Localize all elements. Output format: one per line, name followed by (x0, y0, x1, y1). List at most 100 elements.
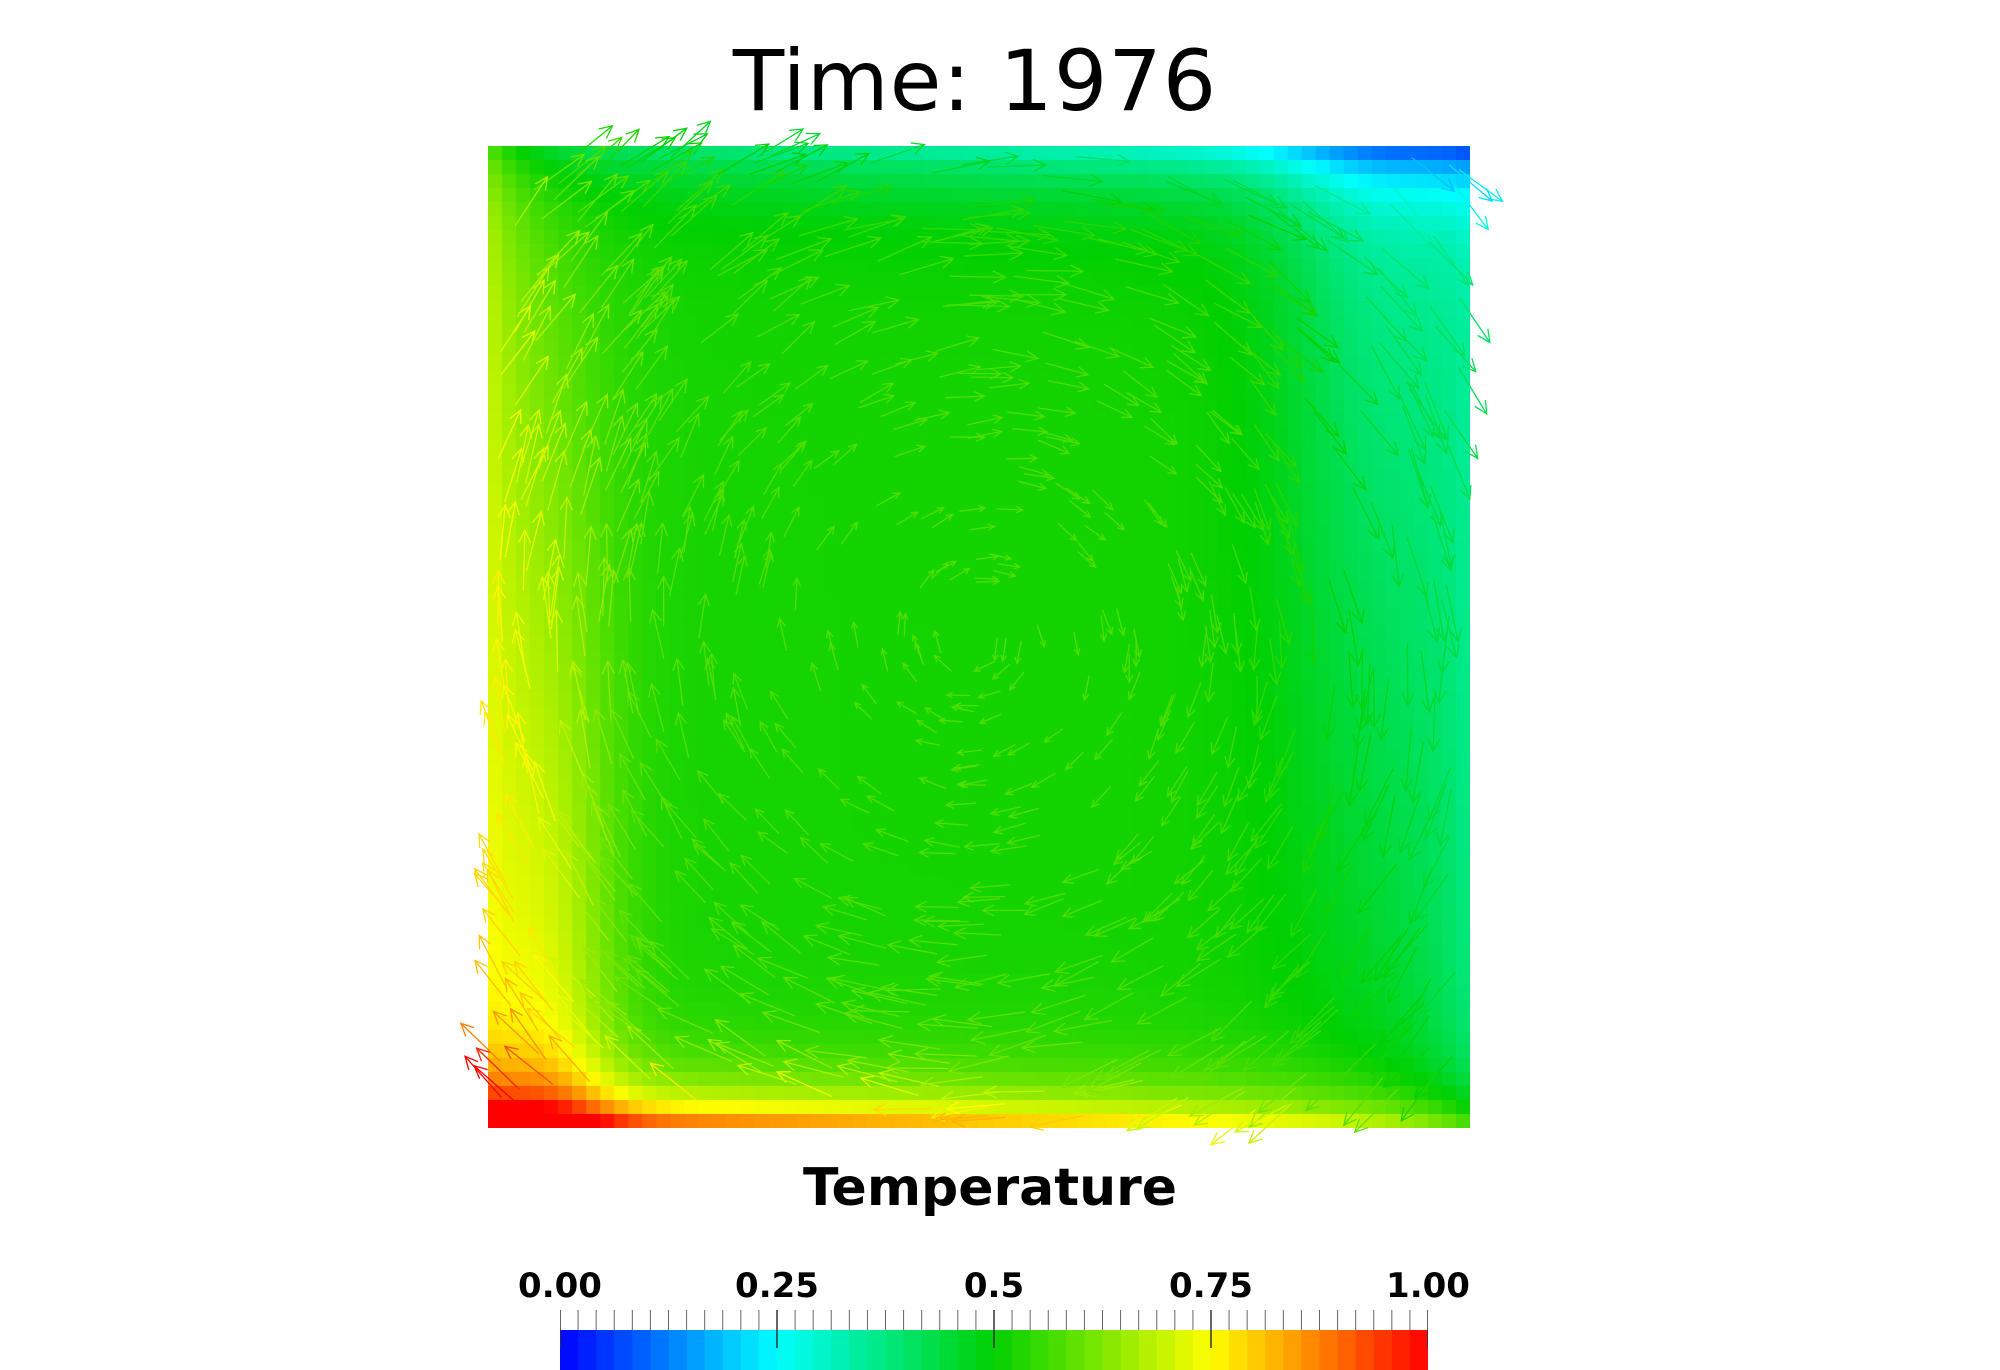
field-cell (852, 454, 868, 470)
field-cell (1217, 833, 1233, 849)
field-cell (628, 651, 643, 666)
field-cell (1021, 244, 1036, 259)
field-cell (1119, 384, 1134, 400)
field-cell (993, 1029, 1008, 1045)
field-cell (1343, 314, 1359, 329)
field-cell (502, 594, 517, 610)
field-cell (1357, 426, 1373, 442)
field-cell (1385, 244, 1401, 259)
field-cell (1413, 300, 1429, 315)
field-cell (796, 665, 812, 680)
field-cell (1357, 160, 1373, 175)
field-cell (1301, 440, 1317, 456)
field-cell (1385, 286, 1401, 301)
field-cell (1385, 356, 1401, 372)
field-cell (1455, 637, 1470, 652)
field-cell (1091, 707, 1106, 722)
field-cell (1091, 973, 1106, 989)
field-cell (993, 510, 1008, 526)
field-cell (656, 328, 671, 343)
field-cell (964, 482, 980, 498)
field-cell (1259, 973, 1275, 989)
field-cell (866, 202, 882, 217)
field-cell (1035, 524, 1050, 540)
field-cell (950, 847, 966, 863)
field-cell (880, 917, 896, 933)
field-cell (1273, 833, 1289, 849)
field-cell (1021, 356, 1036, 372)
field-cell (979, 160, 994, 175)
field-cell (1077, 707, 1092, 722)
field-cell (1287, 777, 1303, 792)
field-cell (1007, 426, 1022, 442)
field-cell (712, 679, 728, 694)
field-cell (1063, 945, 1078, 961)
field-cell (979, 202, 994, 217)
field-cell (1231, 777, 1247, 792)
field-cell (1161, 384, 1176, 400)
field-cell (1385, 384, 1401, 400)
field-cell (600, 370, 615, 386)
field-cell (1385, 300, 1401, 315)
field-cell (670, 931, 685, 947)
field-cell (1007, 440, 1022, 456)
field-cell (516, 328, 531, 343)
field-cell (1049, 945, 1064, 961)
field-cell (1441, 482, 1457, 498)
field-cell (586, 300, 601, 315)
field-cell (768, 370, 784, 386)
field-cell (1147, 889, 1162, 905)
field-cell (782, 398, 798, 414)
field-cell (824, 973, 840, 989)
field-cell (1035, 370, 1050, 386)
field-cell (1217, 693, 1233, 708)
field-cell (1315, 398, 1331, 414)
field-cell (1049, 496, 1064, 512)
field-cell (908, 398, 924, 414)
field-cell (726, 1015, 742, 1031)
field-cell (642, 861, 657, 877)
field-cell (1035, 931, 1050, 947)
field-cell (1147, 314, 1162, 329)
field-cell (1399, 412, 1415, 428)
field-cell (740, 861, 756, 877)
field-cell (1385, 637, 1401, 652)
field-cell (852, 861, 868, 877)
field-cell (1063, 1071, 1078, 1087)
field-cell (922, 651, 938, 666)
field-cell (1385, 482, 1401, 498)
field-cell (1049, 356, 1064, 372)
field-cell (1203, 258, 1219, 273)
field-cell (1105, 1113, 1120, 1128)
field-cell (950, 833, 966, 849)
field-cell (530, 594, 545, 610)
field-cell (600, 230, 615, 245)
field-cell (1245, 679, 1261, 694)
field-cell (880, 258, 896, 273)
field-cell (572, 1085, 587, 1101)
field-cell (1455, 174, 1470, 189)
field-cell (1273, 300, 1289, 315)
field-cell (1427, 146, 1443, 161)
field-cell (1021, 791, 1036, 806)
field-cell (1427, 651, 1443, 666)
field-cell (979, 791, 994, 806)
field-cell (936, 651, 952, 666)
field-cell (1357, 328, 1373, 343)
field-cell (1007, 861, 1022, 877)
field-cell (1357, 791, 1373, 806)
field-cell (684, 637, 700, 652)
field-cell (1329, 412, 1345, 428)
field-cell (1091, 356, 1106, 372)
field-cell (810, 1015, 826, 1031)
field-cell (894, 314, 910, 329)
field-cell (670, 594, 685, 610)
field-cell (726, 146, 742, 161)
field-cell (1035, 566, 1050, 582)
field-cell (1133, 272, 1148, 287)
field-cell (1147, 707, 1162, 722)
field-cell (1455, 889, 1470, 905)
field-cell (1049, 777, 1064, 792)
field-cell (614, 370, 629, 386)
field-cell (1371, 651, 1387, 666)
